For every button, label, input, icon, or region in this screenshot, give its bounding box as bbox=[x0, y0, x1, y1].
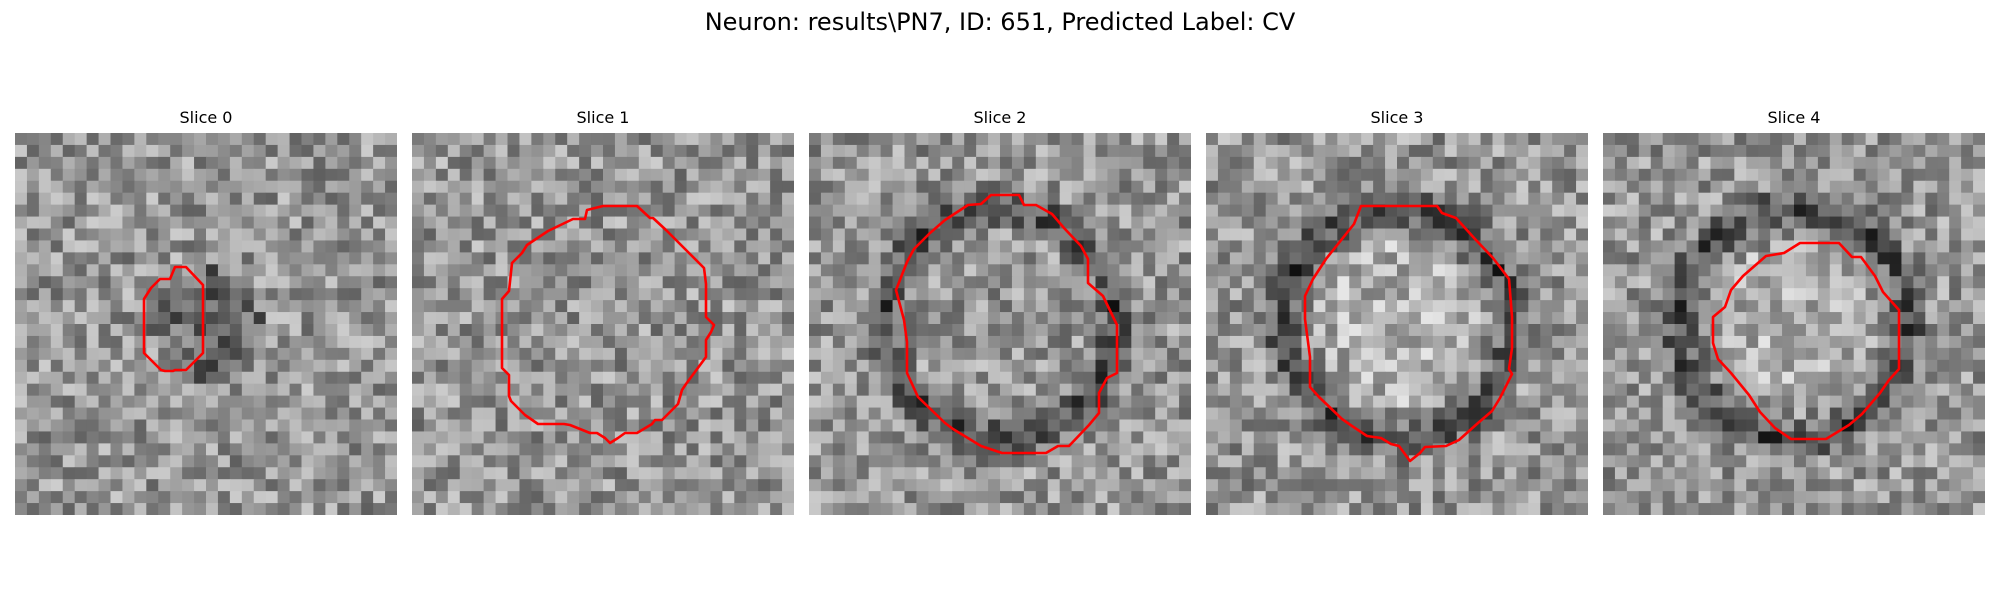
slice-title: Slice 3 bbox=[1370, 108, 1424, 127]
slice-image bbox=[809, 133, 1191, 515]
microscopy-pixels bbox=[412, 133, 794, 515]
contour-outline bbox=[894, 193, 1119, 455]
contour-outline bbox=[1303, 204, 1514, 463]
slice-image bbox=[412, 133, 794, 515]
figure-title: Neuron: results\PN7, ID: 651, Predicted … bbox=[704, 8, 1296, 36]
slice-title: Slice 2 bbox=[973, 108, 1027, 127]
microscopy-pixels bbox=[1603, 133, 1985, 515]
slice-image bbox=[1206, 133, 1588, 515]
microscopy-pixels bbox=[15, 133, 397, 515]
microscopy-pixels bbox=[1206, 133, 1588, 515]
slice-title: Slice 1 bbox=[576, 108, 630, 127]
slice-image bbox=[15, 133, 397, 515]
contour-outline bbox=[142, 265, 205, 373]
contour-outline bbox=[500, 204, 716, 445]
slice-title: Slice 0 bbox=[179, 108, 233, 127]
slice-image bbox=[1603, 133, 1985, 515]
slice-title: Slice 4 bbox=[1767, 108, 1821, 127]
contour-outline bbox=[1711, 241, 1901, 441]
microscopy-pixels bbox=[809, 133, 1191, 515]
